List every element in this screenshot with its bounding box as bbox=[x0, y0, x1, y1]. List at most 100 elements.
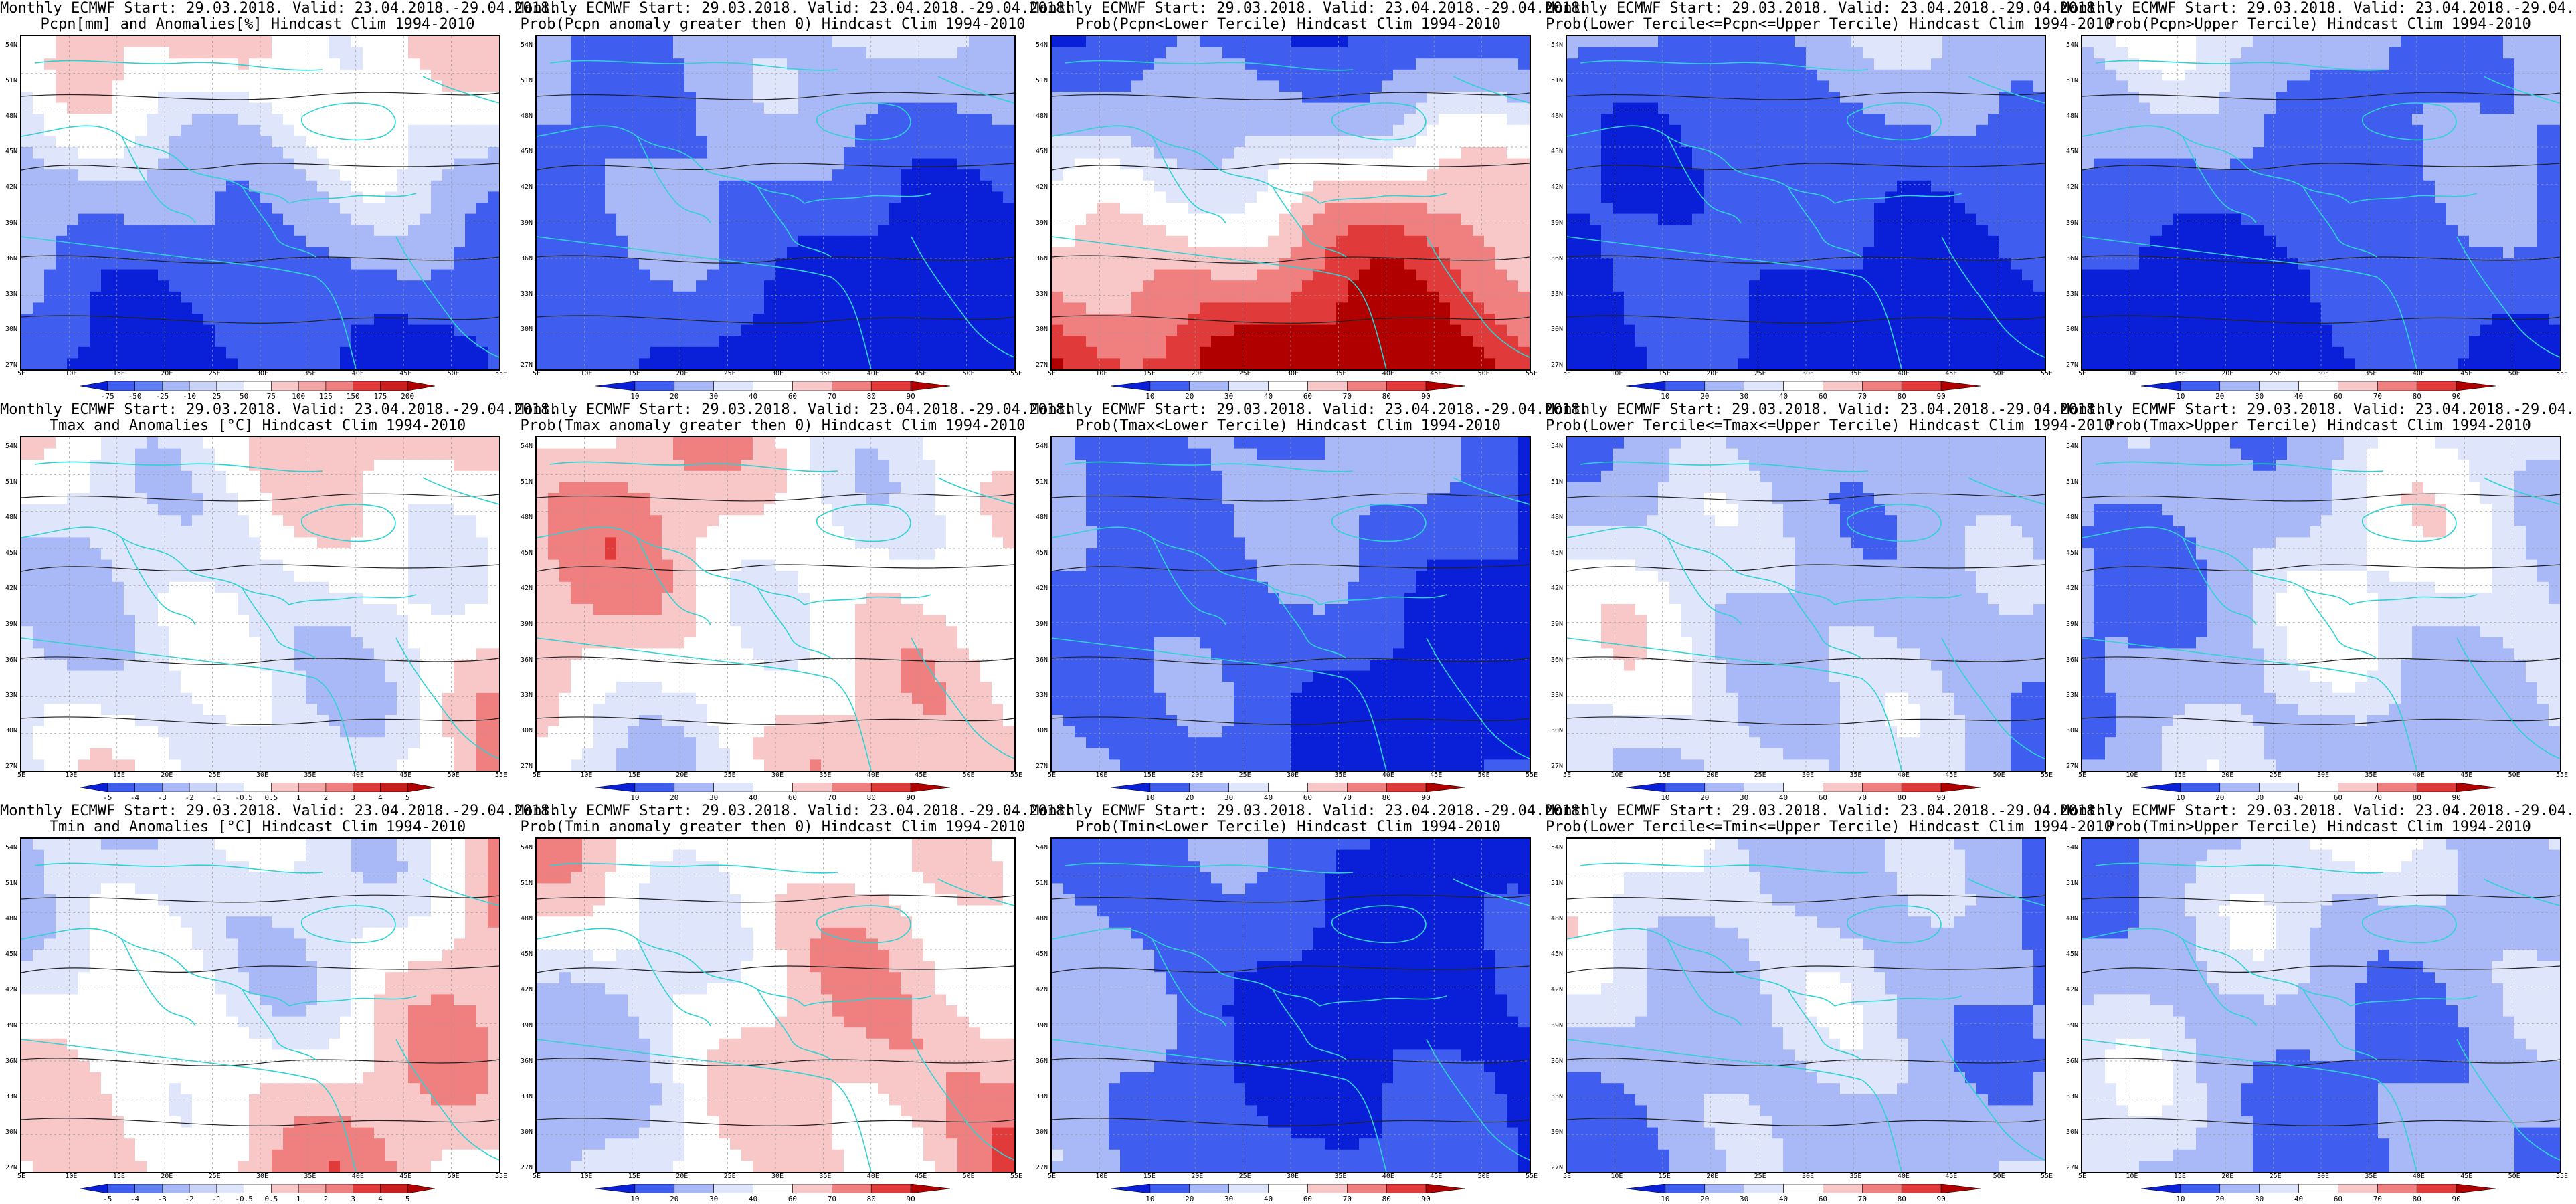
lon-tick-label: 40E bbox=[867, 771, 879, 779]
lon-tick-label: 25E bbox=[724, 370, 736, 377]
colorbar bbox=[1111, 381, 1465, 391]
panel-title-line1: Monthly ECMWF Start: 29.03.2018. Valid: … bbox=[2061, 403, 2576, 417]
lat-tick-label: 33N bbox=[1551, 692, 1563, 699]
lat-tick-label: 36N bbox=[1551, 1058, 1563, 1065]
coastline bbox=[2456, 1039, 2560, 1161]
lat-tick-label: 54N bbox=[2066, 443, 2078, 450]
map-field bbox=[2082, 36, 2560, 369]
colorbar-label: 70 bbox=[1858, 1195, 1867, 1203]
lon-tick-label: 50E bbox=[1993, 771, 2005, 779]
lat-tick-label: 48N bbox=[521, 514, 533, 521]
lon-tick-label: 25E bbox=[2270, 771, 2282, 779]
lat-tick-label: 54N bbox=[1036, 844, 1048, 851]
lon-tick-label: 20E bbox=[1706, 771, 1718, 779]
lat-tick-label: 48N bbox=[2066, 915, 2078, 922]
colorbar-segment bbox=[634, 783, 675, 792]
panel-title-line1: Monthly ECMWF Start: 29.03.2018. Valid: … bbox=[1546, 1, 2104, 16]
colorbar-segment bbox=[2180, 783, 2221, 792]
colorbar-label: 90 bbox=[1936, 793, 1945, 802]
colorbar-segment bbox=[1940, 381, 1981, 391]
contour-line bbox=[1052, 255, 1530, 264]
colorbar-label: 80 bbox=[867, 392, 876, 401]
colorbar-label: -2 bbox=[185, 1195, 193, 1203]
lon-tick-label: 35E bbox=[819, 1173, 831, 1180]
map-panel: Monthly ECMWF Start: 29.03.2018. Valid: … bbox=[0, 803, 558, 1204]
lat-tick-label: 39N bbox=[2066, 1022, 2078, 1029]
colorbar-segment bbox=[1626, 381, 1666, 391]
lat-tick-label: 48N bbox=[1036, 514, 1048, 521]
lon-tick-label: 55E bbox=[1010, 771, 1022, 779]
lon-tick-label: 45E bbox=[1945, 370, 1957, 377]
lon-tick-label: 5E bbox=[17, 370, 25, 377]
colorbar-label: 90 bbox=[2452, 1195, 2460, 1203]
lat-tick-label: 54N bbox=[5, 41, 17, 49]
colorbar-segment bbox=[1744, 381, 1784, 391]
colorbar-label: 70 bbox=[2373, 793, 2382, 802]
lon-tick-label: 5E bbox=[533, 771, 541, 779]
colorbar-label: 70 bbox=[1343, 392, 1352, 401]
lon-tick-label: 20E bbox=[2221, 771, 2233, 779]
colorbar-segment bbox=[80, 1184, 108, 1193]
lon-tick-label: 15E bbox=[2174, 370, 2186, 377]
colorbar-segment bbox=[1704, 783, 1744, 792]
lon-tick-label: 40E bbox=[352, 370, 364, 377]
lat-tick-label: 45N bbox=[521, 148, 533, 155]
lon-tick-label: 50E bbox=[448, 1173, 460, 1180]
lat-tick-label: 45N bbox=[1551, 549, 1563, 557]
coastline bbox=[1453, 878, 1530, 906]
colorbar-label: 3 bbox=[351, 793, 355, 802]
lat-tick-label: 30N bbox=[5, 1128, 17, 1136]
colorbar-label: 80 bbox=[1898, 793, 1906, 802]
lat-tick-label: 36N bbox=[2066, 656, 2078, 664]
contour-line bbox=[537, 255, 1014, 264]
lat-tick-label: 33N bbox=[2066, 1093, 2078, 1100]
colorbar-segment bbox=[134, 783, 163, 792]
lon-tick-label: 5E bbox=[2078, 771, 2086, 779]
lat-tick-label: 45N bbox=[2066, 549, 2078, 557]
lon-tick-label: 55E bbox=[1526, 370, 1538, 377]
colorbar-segment bbox=[2416, 1184, 2457, 1193]
coastline bbox=[1426, 236, 1530, 358]
colorbar-segment bbox=[1626, 783, 1666, 792]
colorbar-segment bbox=[162, 783, 190, 792]
coastline bbox=[537, 928, 805, 1007]
colorbar-label: 4 bbox=[378, 793, 383, 802]
lon-tick-label: 35E bbox=[1849, 370, 1861, 377]
lon-tick-label: 35E bbox=[1334, 1173, 1346, 1180]
lat-tick-label: 39N bbox=[1036, 621, 1048, 628]
coastline bbox=[301, 102, 396, 141]
map-field bbox=[1052, 839, 1530, 1172]
colorbar-segment bbox=[1111, 381, 1151, 391]
lon-tick-label: 30E bbox=[1802, 1173, 1814, 1180]
colorbar-segment bbox=[325, 783, 353, 792]
lat-tick-label: 54N bbox=[1551, 844, 1563, 851]
colorbar-label: 30 bbox=[2255, 1195, 2264, 1203]
colorbar-segment bbox=[1901, 381, 1942, 391]
colorbar-label: 30 bbox=[1224, 793, 1233, 802]
lon-tick-label: 10E bbox=[1095, 1173, 1107, 1180]
colorbar-segment bbox=[1347, 381, 1387, 391]
colorbar-label: 70 bbox=[2373, 1195, 2382, 1203]
coastline bbox=[537, 637, 872, 771]
colorbar-labels: 10 20 30 40 60 70 80 90 bbox=[1111, 392, 1465, 401]
colorbar-segment bbox=[832, 1184, 872, 1193]
lat-tick-label: 36N bbox=[5, 1058, 17, 1065]
contour-line bbox=[2082, 564, 2560, 572]
lat-tick-label: 45N bbox=[2066, 148, 2078, 155]
lon-tick-label: 35E bbox=[304, 1173, 316, 1180]
coastline bbox=[1065, 461, 1354, 472]
map-field bbox=[21, 437, 499, 771]
colorbar-label: 60 bbox=[1819, 793, 1827, 802]
colorbar-segment bbox=[271, 381, 299, 391]
colorbar-segment bbox=[80, 783, 108, 792]
colorbar-label: -0.5 bbox=[235, 793, 253, 802]
colorbar bbox=[80, 783, 435, 792]
colorbar-label: -5 bbox=[103, 1195, 112, 1203]
forecast-map bbox=[1566, 436, 2046, 772]
lat-tick-label: 51N bbox=[5, 77, 17, 84]
coastline bbox=[1331, 905, 1427, 944]
lon-tick-label: 55E bbox=[2041, 1173, 2053, 1180]
colorbar-label: 2 bbox=[324, 1195, 329, 1203]
colorbar-label: 40 bbox=[1779, 392, 1788, 401]
panel-title-line1: Monthly ECMWF Start: 29.03.2018. Valid: … bbox=[1030, 804, 1588, 819]
